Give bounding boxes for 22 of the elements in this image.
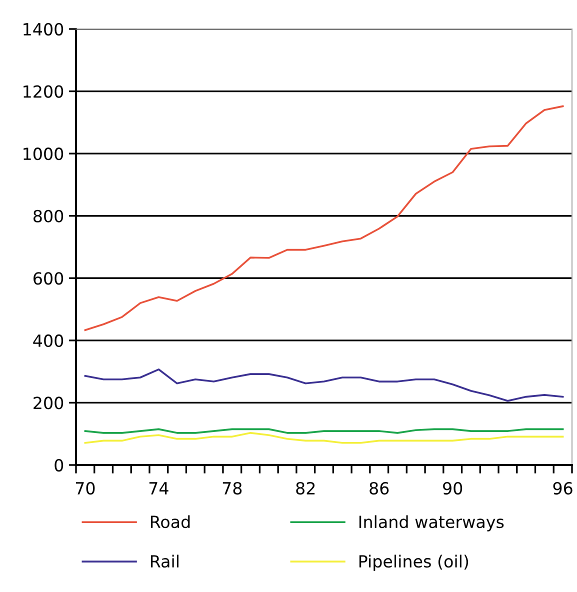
x-tick-label: 78 bbox=[222, 482, 242, 495]
x-tick-label: 90 bbox=[443, 482, 462, 495]
y-tick-label: 1400 bbox=[24, 22, 64, 36]
y-tick-label: 600 bbox=[34, 272, 64, 285]
y-tick-label: 1200 bbox=[24, 85, 64, 98]
y-tick-label: 1000 bbox=[24, 148, 64, 160]
line-series bbox=[84, 368, 564, 402]
legend-label: Rail bbox=[150, 554, 178, 568]
y-tick-label: 200 bbox=[34, 396, 64, 410]
x-tick-label: 74 bbox=[149, 482, 168, 494]
x-tick-label: 70 bbox=[76, 482, 95, 495]
x-tick-label: 86 bbox=[370, 482, 389, 495]
legend-label: Pipelines (oil) bbox=[359, 554, 468, 571]
legend-label: Road bbox=[150, 515, 190, 528]
line-series bbox=[84, 105, 564, 332]
y-tick-label: 400 bbox=[33, 334, 64, 347]
legend-label: Inland waterways bbox=[359, 515, 504, 532]
x-tick-label: 96 bbox=[553, 482, 572, 495]
y-tick-label: 800 bbox=[34, 210, 64, 222]
x-tick-label: 82 bbox=[296, 482, 315, 495]
line-series bbox=[84, 432, 564, 444]
y-tick-label: 0 bbox=[54, 458, 64, 472]
